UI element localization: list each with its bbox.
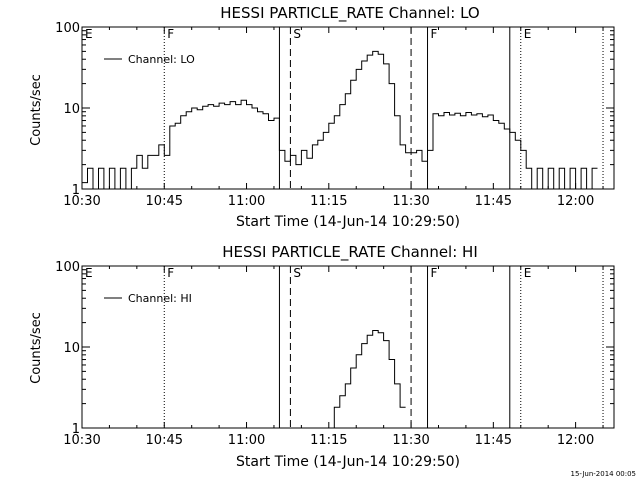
chart-panel-hi: HESSI PARTICLE_RATE Channel: HI Start Ti… [29,243,615,470]
y-tick-label: 10 [63,102,80,117]
y-tick-label: 1 [72,422,80,437]
chart-title: HESSI PARTICLE_RATE Channel: LO [220,4,479,23]
y-tick-label: 100 [55,21,80,36]
annotation-label: S [293,266,301,280]
annotation-label: E [85,27,93,41]
x-tick-label: 11:45 [475,433,512,448]
chart-panel-lo: HESSI PARTICLE_RATE Channel: LO Start Ti… [29,4,615,230]
x-axis-label: Start Time (14-Jun-14 10:29:50) [236,214,460,230]
x-axis-label: Start Time (14-Jun-14 10:29:50) [236,454,460,470]
annotation-label: F [431,266,438,280]
x-tick-label: 11:45 [475,194,512,209]
data-series-line [82,50,598,190]
x-tick-label: 12:00 [557,194,594,209]
annotation-label: E [85,266,93,280]
x-tick-label: 10:30 [63,194,100,209]
x-tick-label: 11:15 [310,194,347,209]
x-tick-label: 11:30 [392,433,429,448]
x-tick-label: 11:30 [392,194,429,209]
legend-label: Channel: LO [128,53,195,66]
y-axis-label: Counts/sec [29,74,44,146]
annotation-label: F [167,266,174,280]
legend-label: Channel: HI [128,292,192,305]
data-series-line [328,330,406,429]
y-tick-label: 100 [55,260,80,275]
y-tick-label: 10 [63,341,80,356]
annotation-label: S [293,27,301,41]
x-tick-label: 12:00 [557,433,594,448]
y-axis-label: Counts/sec [29,312,44,384]
annotation-label: F [167,27,174,41]
y-tick-label: 1 [72,183,80,198]
footer-timestamp: 15-Jun-2014 00:05 [571,470,637,478]
x-tick-label: 10:45 [146,194,183,209]
x-tick-label: 10:45 [146,433,183,448]
annotation-label: E [524,266,532,280]
x-tick-label: 11:15 [310,433,347,448]
x-tick-label: 11:00 [228,433,265,448]
x-tick-label: 10:30 [63,433,100,448]
annotation-label: F [431,27,438,41]
x-tick-label: 11:00 [228,194,265,209]
chart-title: HESSI PARTICLE_RATE Channel: HI [222,243,478,262]
annotation-label: E [524,27,532,41]
